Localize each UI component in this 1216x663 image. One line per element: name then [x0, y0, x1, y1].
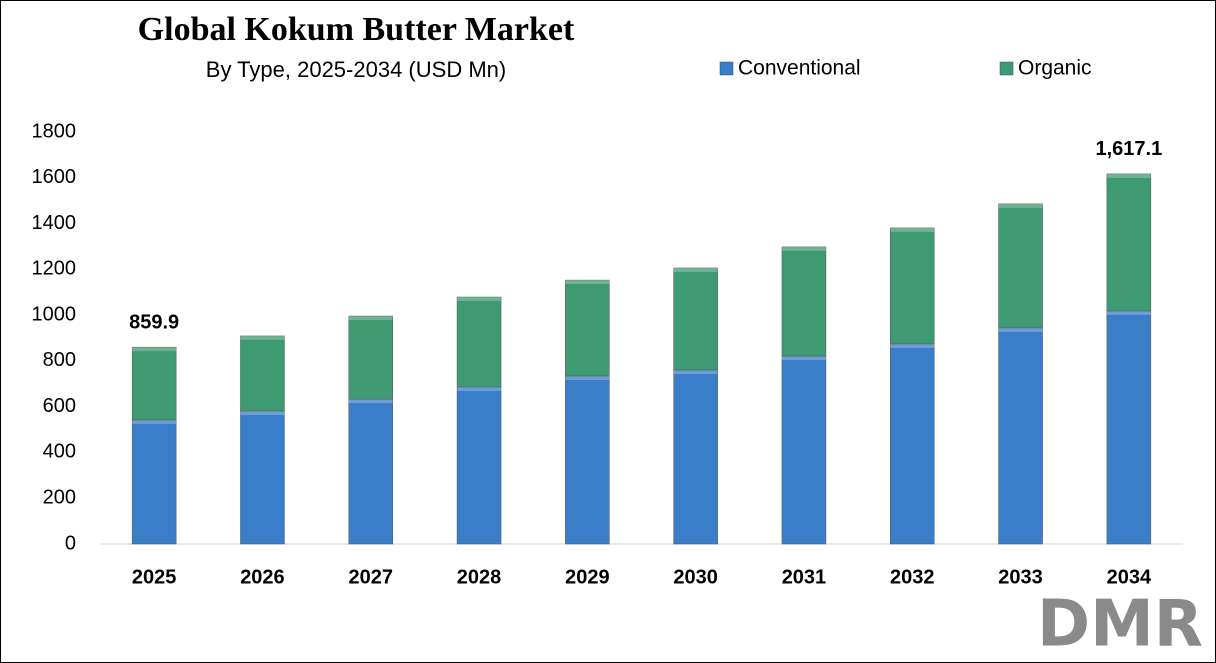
bar-segment — [673, 369, 718, 545]
y-tick-label: 1200 — [32, 258, 77, 280]
bar-highlight — [132, 347, 177, 352]
x-tick-label: 2034 — [1107, 566, 1152, 588]
bar-segment — [890, 343, 935, 545]
bar-segment — [348, 398, 393, 545]
bar-segment — [673, 267, 718, 371]
y-tick-label: 1600 — [32, 166, 77, 188]
bar-highlight — [240, 411, 285, 416]
bar-highlight — [781, 356, 826, 361]
bar-segment — [240, 410, 285, 545]
x-tick-label: 2025 — [132, 566, 177, 588]
y-tick-label: 0 — [65, 532, 76, 554]
x-tick-label: 2026 — [240, 566, 285, 588]
bar-highlight — [1106, 173, 1151, 178]
bar-segment — [1106, 310, 1152, 545]
bar-highlight — [565, 375, 610, 380]
x-tick-label: 2032 — [890, 566, 935, 588]
bar-segment — [131, 419, 177, 545]
y-tick-label: 1000 — [32, 303, 77, 325]
bar-highlight — [240, 335, 285, 340]
x-tick-label: 2031 — [782, 566, 827, 588]
bar-segment — [781, 355, 827, 545]
bar-highlight — [890, 227, 935, 232]
bar-segment — [781, 246, 827, 357]
bar-highlight — [1106, 310, 1151, 315]
bar-segment — [1106, 173, 1152, 312]
y-tick-label: 800 — [43, 349, 76, 371]
bar-highlight — [348, 399, 393, 404]
chart-title: Global Kokum Butter Market — [138, 11, 575, 48]
x-tick-label: 2030 — [673, 566, 718, 588]
legend-label: Organic — [1018, 57, 1092, 80]
y-tick-label: 200 — [43, 487, 76, 509]
bar-highlight — [673, 267, 718, 272]
x-tick-label: 2027 — [349, 566, 394, 588]
bar-segment — [890, 227, 935, 345]
bar-segment — [565, 279, 610, 377]
bar-segment — [998, 327, 1043, 545]
bar-highlight — [565, 280, 610, 285]
bar-segment — [565, 375, 610, 545]
bar-segment — [456, 386, 502, 545]
y-tick-label: 1800 — [32, 120, 77, 142]
bar-highlight — [998, 203, 1043, 208]
total-label: 1,617.1 — [1095, 138, 1162, 160]
bar-highlight — [998, 327, 1043, 332]
bar-highlight — [132, 419, 177, 424]
bar-segment — [998, 203, 1043, 329]
x-tick-label: 2028 — [457, 566, 502, 588]
y-tick-label: 1400 — [32, 212, 77, 234]
bar-highlight — [781, 246, 826, 251]
y-tick-label: 400 — [43, 441, 76, 463]
bar-segment — [348, 315, 393, 400]
bar-highlight — [890, 343, 935, 348]
legend-label: Conventional — [738, 57, 861, 80]
bar-segment — [456, 296, 502, 388]
bar-highlight — [348, 316, 393, 321]
legend-swatch — [719, 61, 734, 76]
chart-subtitle: By Type, 2025-2034 (USD Mn) — [206, 57, 506, 82]
y-tick-label: 600 — [43, 395, 76, 417]
bar-segment — [131, 346, 177, 421]
total-label: 859.9 — [129, 311, 179, 333]
bar-highlight — [457, 297, 502, 302]
legend-swatch — [999, 61, 1014, 76]
logo: DMR — [1037, 588, 1203, 662]
x-tick-label: 2029 — [565, 566, 610, 588]
x-tick-label: 2033 — [998, 566, 1043, 588]
bar-highlight — [673, 370, 718, 375]
bar-highlight — [457, 386, 502, 391]
bar-segment — [240, 335, 285, 412]
